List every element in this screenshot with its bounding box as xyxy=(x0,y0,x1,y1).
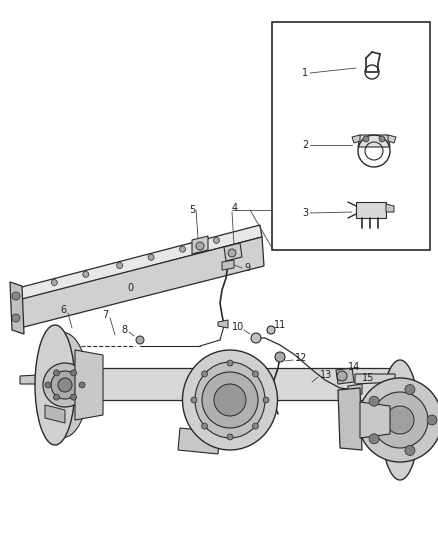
Text: 3: 3 xyxy=(302,208,308,218)
Polygon shape xyxy=(75,350,103,420)
Text: 8: 8 xyxy=(122,325,128,335)
Circle shape xyxy=(45,382,51,388)
Circle shape xyxy=(53,394,60,400)
Polygon shape xyxy=(355,374,395,384)
Circle shape xyxy=(405,446,415,455)
Text: 1: 1 xyxy=(302,68,308,78)
Ellipse shape xyxy=(183,350,278,450)
Circle shape xyxy=(12,314,20,322)
Bar xyxy=(272,22,430,250)
Polygon shape xyxy=(360,402,390,438)
Circle shape xyxy=(379,136,385,142)
Circle shape xyxy=(275,352,285,362)
Polygon shape xyxy=(178,428,220,454)
Circle shape xyxy=(191,397,197,403)
Circle shape xyxy=(263,397,269,403)
Circle shape xyxy=(53,370,60,376)
Circle shape xyxy=(180,246,186,252)
Polygon shape xyxy=(224,243,242,261)
Circle shape xyxy=(372,392,428,448)
Circle shape xyxy=(83,271,89,277)
Circle shape xyxy=(358,378,438,462)
Polygon shape xyxy=(18,225,262,300)
Text: 5: 5 xyxy=(189,205,195,215)
Text: 10: 10 xyxy=(232,322,244,332)
Circle shape xyxy=(71,370,77,376)
Circle shape xyxy=(79,382,85,388)
Circle shape xyxy=(136,336,144,344)
Circle shape xyxy=(427,415,437,425)
Circle shape xyxy=(202,372,258,428)
Polygon shape xyxy=(222,260,234,270)
Text: 14: 14 xyxy=(348,362,360,372)
Polygon shape xyxy=(352,135,360,143)
Polygon shape xyxy=(18,288,20,328)
Circle shape xyxy=(267,326,275,334)
Polygon shape xyxy=(386,204,394,212)
Polygon shape xyxy=(348,384,362,396)
Circle shape xyxy=(227,360,233,366)
Text: 4: 4 xyxy=(232,203,238,213)
Ellipse shape xyxy=(195,362,265,438)
Circle shape xyxy=(117,263,123,269)
Circle shape xyxy=(337,371,347,381)
Circle shape xyxy=(201,371,208,377)
Ellipse shape xyxy=(35,325,75,445)
Text: 6: 6 xyxy=(60,305,66,315)
Circle shape xyxy=(405,385,415,394)
Circle shape xyxy=(363,136,369,142)
Circle shape xyxy=(51,279,57,286)
Ellipse shape xyxy=(381,360,419,480)
Circle shape xyxy=(12,292,20,300)
Polygon shape xyxy=(192,236,208,254)
Circle shape xyxy=(252,371,258,377)
Circle shape xyxy=(228,249,236,257)
Polygon shape xyxy=(20,374,55,384)
Polygon shape xyxy=(358,135,390,147)
Text: 12: 12 xyxy=(295,353,307,363)
Polygon shape xyxy=(18,237,264,328)
Text: 13: 13 xyxy=(320,370,332,380)
Text: 15: 15 xyxy=(362,373,374,383)
Circle shape xyxy=(369,396,379,406)
Circle shape xyxy=(58,378,72,392)
Circle shape xyxy=(148,254,154,260)
Circle shape xyxy=(51,371,79,399)
Text: 7: 7 xyxy=(102,310,108,320)
Polygon shape xyxy=(45,405,65,423)
Circle shape xyxy=(386,406,414,434)
Polygon shape xyxy=(388,135,396,143)
Circle shape xyxy=(43,363,87,407)
Polygon shape xyxy=(10,282,24,334)
Circle shape xyxy=(214,384,246,416)
Text: 2: 2 xyxy=(302,140,308,150)
Circle shape xyxy=(369,434,379,444)
Text: 9: 9 xyxy=(244,263,250,273)
Ellipse shape xyxy=(38,333,88,438)
Text: 11: 11 xyxy=(274,320,286,330)
Polygon shape xyxy=(355,416,395,426)
Circle shape xyxy=(227,434,233,440)
Circle shape xyxy=(71,394,77,400)
Text: 0: 0 xyxy=(127,283,133,293)
Circle shape xyxy=(201,423,208,429)
Polygon shape xyxy=(50,368,390,400)
Polygon shape xyxy=(218,320,228,328)
Circle shape xyxy=(251,333,261,343)
Polygon shape xyxy=(336,368,354,384)
Circle shape xyxy=(252,423,258,429)
Circle shape xyxy=(213,237,219,244)
Circle shape xyxy=(196,242,204,250)
Polygon shape xyxy=(338,388,362,450)
Polygon shape xyxy=(356,202,386,218)
